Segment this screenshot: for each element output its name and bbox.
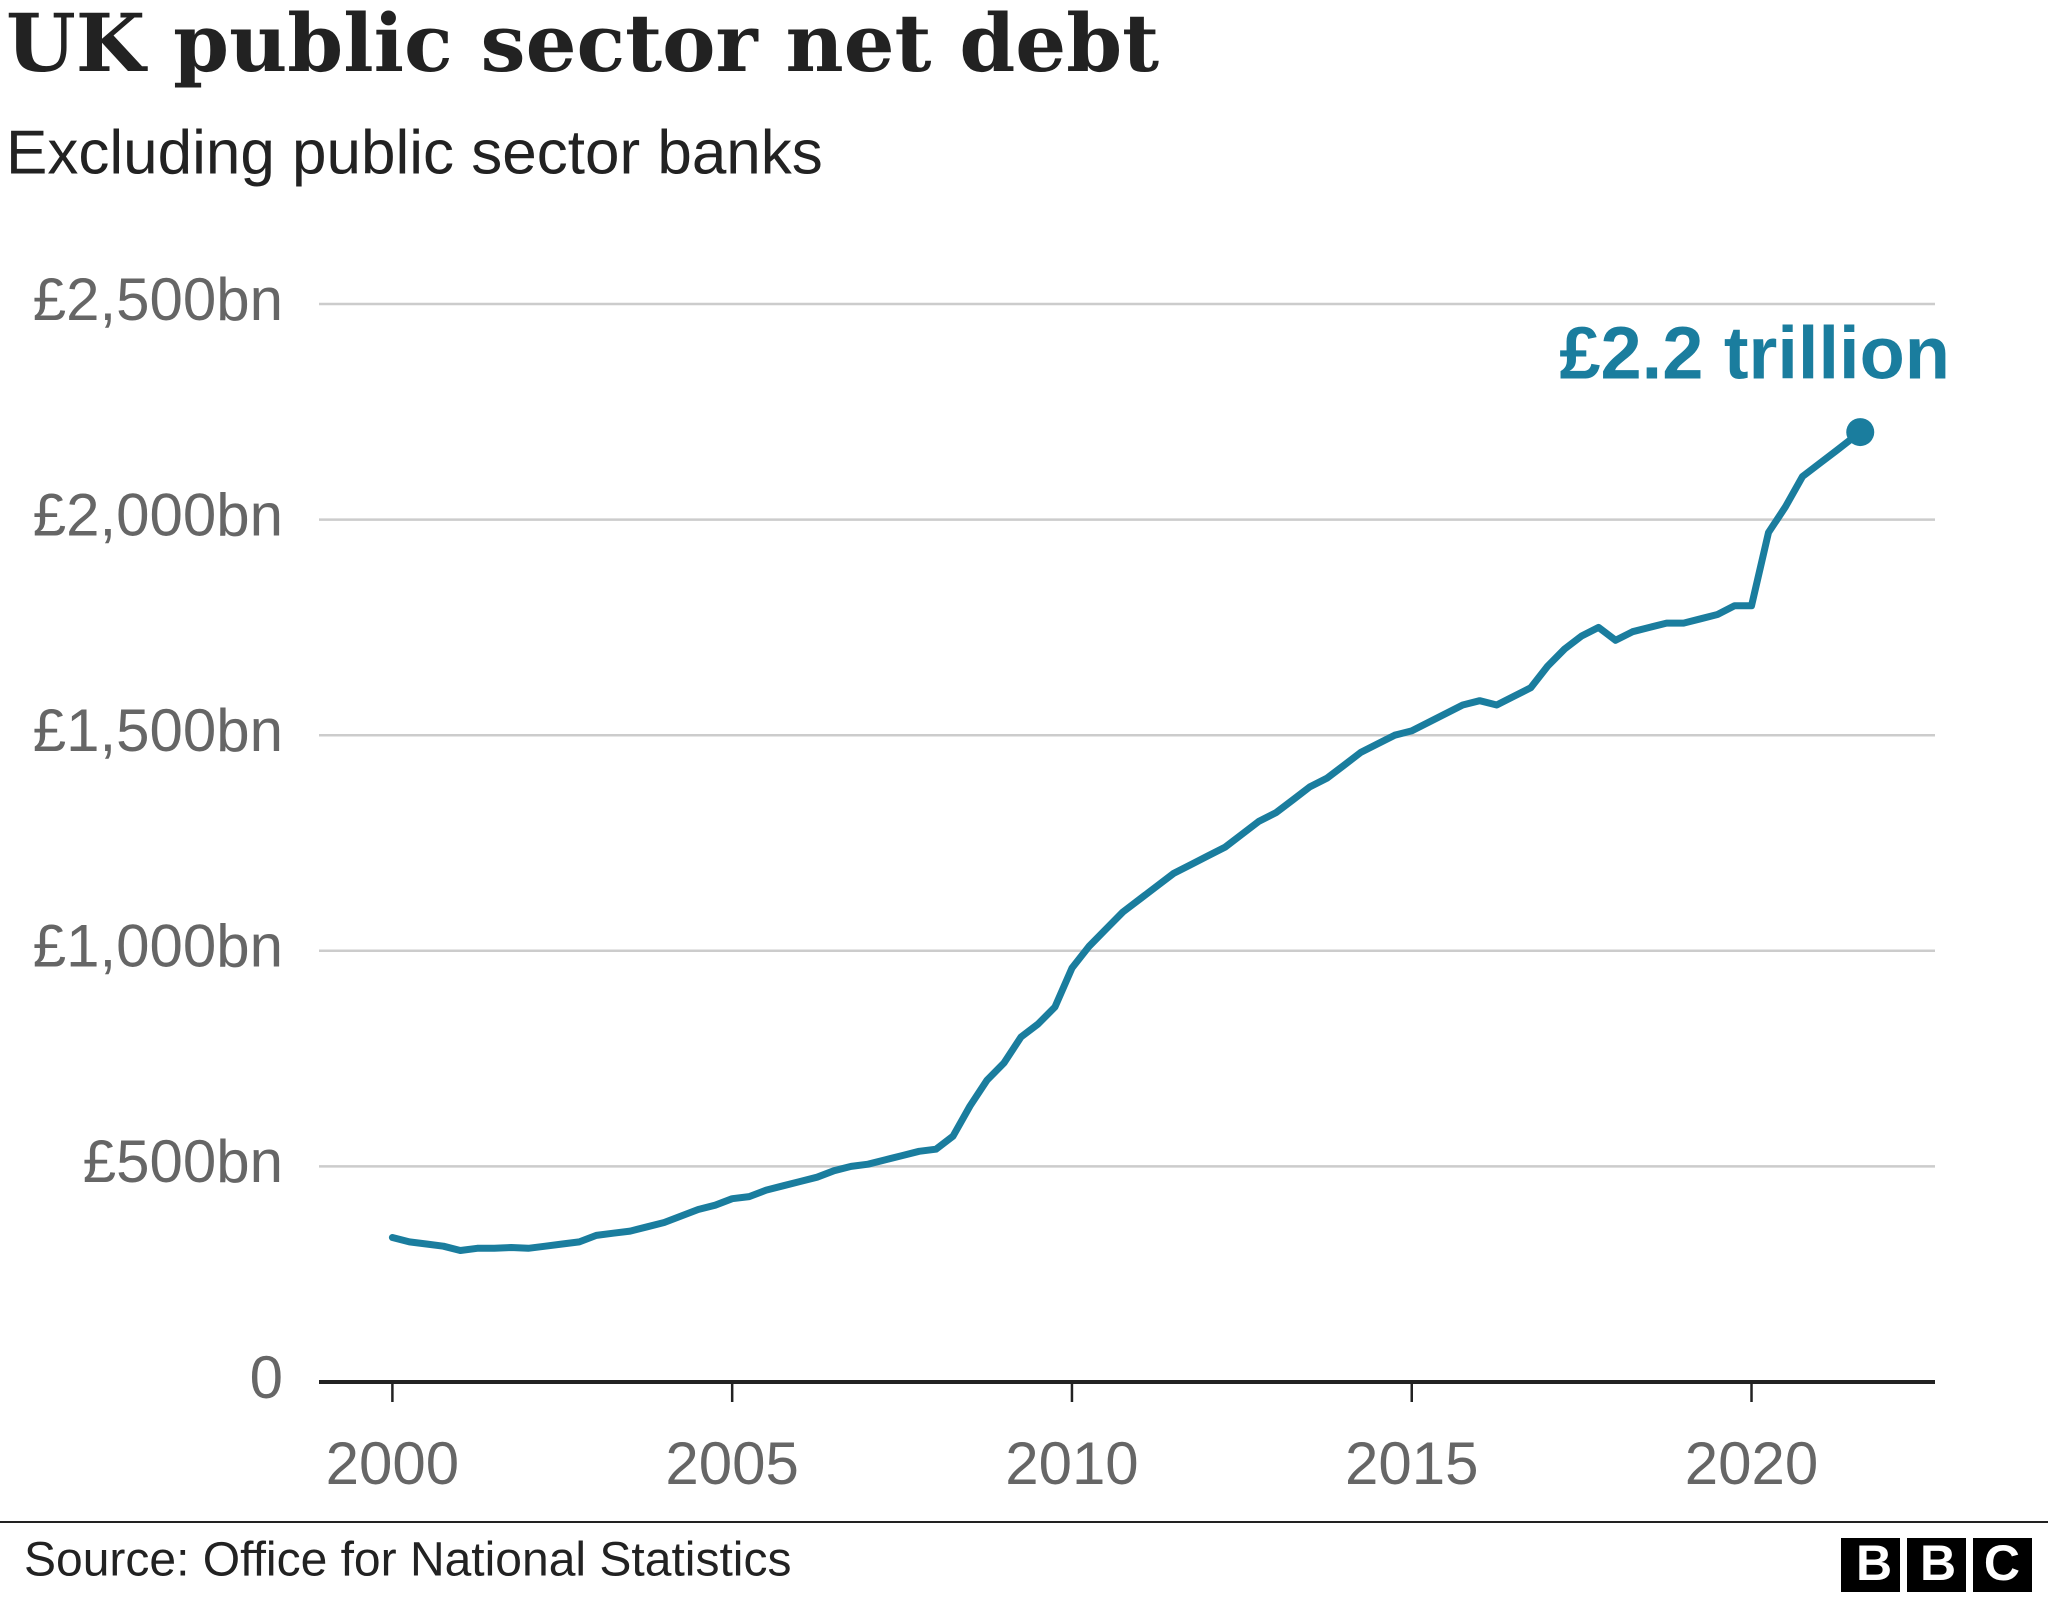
chart-subtitle: Excluding public sector banks	[6, 118, 823, 187]
brand-logo: BBC	[1841, 1535, 2032, 1592]
y-tick-label: 0	[250, 1344, 283, 1411]
x-tick-label: 2020	[1685, 1430, 1818, 1497]
annotation: £2.2 trillion	[1559, 312, 1950, 395]
y-tick-label: £500bn	[83, 1128, 283, 1195]
source: Source: Office for National Statistics	[24, 1534, 791, 1587]
y-tick-label: £2,500bn	[33, 266, 283, 333]
logo-box	[1841, 1538, 1900, 1592]
logo-box	[1907, 1538, 1966, 1592]
line	[388, 428, 1864, 1254]
end-point	[1846, 418, 1875, 447]
y-tick-label: £1,000bn	[33, 913, 283, 980]
logo-box	[1973, 1538, 2032, 1592]
y-tick-label: £2,000bn	[33, 481, 283, 548]
x-tick-label: 2005	[665, 1430, 798, 1497]
chart-title: UK public sector net debt	[6, 0, 1159, 90]
x-tick-label: 2015	[1345, 1430, 1478, 1497]
x-tick-label: 2010	[1005, 1430, 1138, 1497]
brand-text: BBC	[1856, 1535, 2020, 1591]
x-tick-label: 2000	[326, 1430, 459, 1497]
y-tick-label: £1,500bn	[33, 697, 283, 764]
